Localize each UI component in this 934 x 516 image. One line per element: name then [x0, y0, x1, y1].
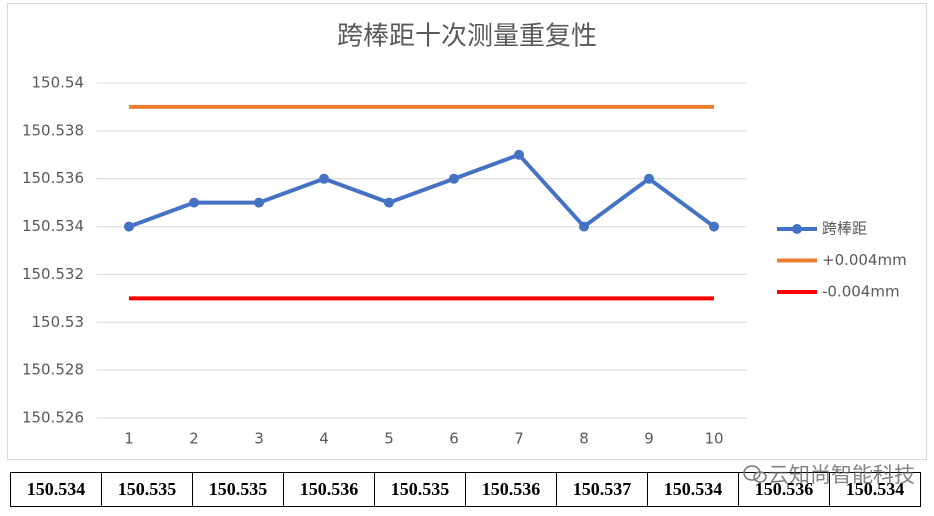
y-tick-label: 150.538: [22, 121, 84, 139]
table-cell: 150.536: [283, 472, 375, 507]
y-tick-label: 150.528: [22, 361, 84, 379]
legend-label: -0.004mm: [822, 283, 900, 301]
x-tick-label: 2: [189, 430, 199, 448]
chart-title: 跨棒距十次测量重复性: [337, 22, 597, 52]
data-table: 150.534 150.535 150.535 150.536 150.535 150.5…: [10, 472, 921, 507]
x-tick-label: 9: [644, 430, 654, 448]
point: [384, 197, 394, 208]
y-tick-label: 150.536: [22, 169, 84, 187]
y-tick-label: 150.534: [22, 217, 84, 235]
x-tick-label: 7: [514, 430, 524, 448]
table-cell: 150.536: [465, 472, 557, 507]
y-tick-label: 150.532: [22, 265, 84, 283]
watermark: 云知尚智能科技: [742, 459, 915, 489]
chart-frame: [7, 3, 927, 460]
chart: 跨棒距十次测量重复性 150.526150.528150.53150.53215…: [7, 3, 927, 460]
series-line: [128, 152, 716, 229]
x-tick-label: 6: [449, 430, 459, 448]
x-tick-label: 10: [704, 430, 723, 448]
point: [124, 221, 134, 232]
table-cell: 150.534: [829, 472, 921, 507]
table-cell: 150.535: [101, 472, 193, 507]
table-row: 150.534 150.535 150.535 150.536 150.535 150.5…: [10, 472, 921, 507]
x-tick-label: 3: [254, 430, 264, 448]
watermark-text: 云知尚智能科技: [768, 463, 915, 487]
y-tick-label: 150.526: [22, 409, 84, 427]
table-cell: 150.534: [10, 472, 102, 507]
point: [709, 221, 719, 232]
legend-label: 跨棒距: [822, 220, 867, 238]
table-cell: 150.535: [192, 472, 284, 507]
legend-label: +0.004mm: [822, 251, 907, 269]
watermark-icon: [743, 465, 767, 483]
point: [319, 173, 329, 184]
point: [644, 173, 654, 184]
point: [514, 149, 524, 160]
legend-marker: [792, 224, 802, 234]
x-tick-label: 4: [319, 430, 329, 448]
point: [189, 197, 199, 208]
y-tick-label: 150.54: [32, 74, 85, 92]
x-tick-label: 8: [579, 430, 589, 448]
point: [449, 173, 459, 184]
table-cell: 150.537: [556, 472, 648, 507]
table-cell: 150.535: [374, 472, 466, 507]
point: [254, 197, 264, 208]
y-tick-label: 150.53: [32, 313, 85, 331]
x-tick-label: 5: [384, 430, 394, 448]
table-cell: 150.534: [647, 472, 739, 507]
point: [579, 221, 589, 232]
x-tick-label: 1: [124, 430, 134, 448]
